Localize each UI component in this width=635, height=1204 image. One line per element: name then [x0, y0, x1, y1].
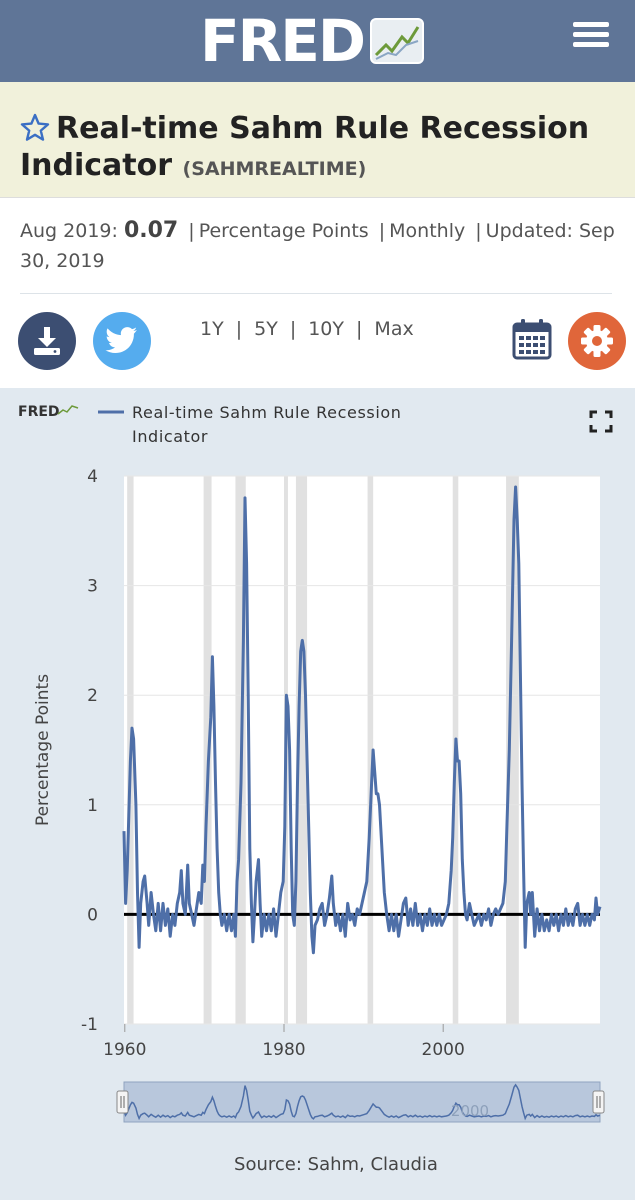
- units-label: Percentage Points: [198, 220, 369, 242]
- chart-brand-icon: [57, 405, 79, 415]
- series-title-bar: Real-time Sahm Rule Recession Indicator …: [0, 82, 635, 198]
- series-title-text: Real-time Sahm Rule Recession Indicator: [20, 111, 590, 183]
- hamburger-menu-icon[interactable]: [570, 18, 612, 52]
- y-tick-label: 3: [87, 577, 98, 597]
- x-tick-label: 1960: [103, 1040, 146, 1060]
- top-nav-bar: FRED: [0, 0, 635, 82]
- source-note: Source: Sahm, Claudia: [234, 1154, 438, 1175]
- twitter-share-button[interactable]: [93, 312, 151, 370]
- gear-icon: [581, 325, 613, 357]
- range-max[interactable]: Max: [374, 318, 414, 340]
- range-1y[interactable]: 1Y: [200, 318, 224, 340]
- chart-brand: FRED: [18, 404, 60, 420]
- y-axis-ticks: 4 3 2 1 0 -1: [81, 467, 98, 1035]
- y-tick-label: 0: [87, 905, 98, 925]
- latest-date-label: Aug 2019:: [20, 220, 118, 242]
- legend-label-line2: Indicator: [132, 427, 208, 446]
- navigator-left-handle[interactable]: [116, 1090, 129, 1114]
- trend-chart-icon: [370, 18, 425, 64]
- range-10y[interactable]: 10Y: [308, 318, 345, 340]
- chart-panel: FRED Real-time Sahm Rule Recession Indic…: [0, 388, 635, 1200]
- series-title: Real-time Sahm Rule Recession Indicator …: [20, 110, 620, 188]
- series-id: (SAHMREALTIME): [182, 158, 367, 180]
- frequency-label: Monthly: [389, 220, 466, 242]
- latest-value: 0.07: [123, 218, 179, 243]
- meta-separator: |: [475, 220, 482, 242]
- range-separator: |: [356, 318, 363, 340]
- legend-label-line1: Real-time Sahm Rule Recession: [132, 403, 402, 422]
- range-5y[interactable]: 5Y: [254, 318, 278, 340]
- plot-area: [124, 476, 600, 1024]
- navigator-right-handle[interactable]: [592, 1090, 605, 1114]
- star-icon[interactable]: [20, 113, 50, 141]
- series-line: [122, 485, 602, 955]
- series-meta: Aug 2019: 0.07 | Percentage Points | Month…: [20, 216, 620, 276]
- fullscreen-icon[interactable]: [589, 410, 613, 433]
- divider: [20, 293, 612, 294]
- y-tick-label: 2: [87, 686, 98, 706]
- x-tick-label: 2000: [422, 1040, 465, 1060]
- date-range-selector: 1Y | 5Y | 10Y | Max: [200, 318, 414, 340]
- calendar-icon[interactable]: [512, 318, 552, 360]
- meta-separator: |: [378, 220, 386, 242]
- y-tick-label: 1: [87, 796, 98, 816]
- x-tick-label: 1980: [262, 1040, 305, 1060]
- y-tick-label: 4: [87, 467, 98, 487]
- y-tick-label: -1: [81, 1015, 98, 1035]
- menu-bar-2: [573, 32, 609, 37]
- twitter-icon: [105, 327, 137, 353]
- download-button[interactable]: [18, 312, 76, 370]
- updated-label: Updated:: [485, 220, 573, 242]
- navigator-label: 2000: [451, 1102, 489, 1120]
- recession-band: [506, 476, 519, 1024]
- settings-button[interactable]: [568, 312, 626, 370]
- updated-date: Sep 30, 2019: [20, 220, 615, 272]
- download-icon: [34, 327, 60, 355]
- menu-bar-3: [573, 42, 609, 47]
- recession-band: [295, 476, 308, 1024]
- fred-logo[interactable]: FRED: [200, 6, 425, 76]
- x-axis-ticks: 1960 1980 2000: [103, 1024, 465, 1060]
- menu-bar-1: [573, 22, 609, 27]
- recession-band: [367, 476, 374, 1024]
- meta-separator: |: [188, 220, 195, 242]
- chart[interactable]: FRED Real-time Sahm Rule Recession Indic…: [0, 388, 635, 1200]
- navigator-series: [123, 1083, 601, 1121]
- y-axis-label: Percentage Points: [33, 674, 53, 826]
- range-separator: |: [235, 318, 243, 340]
- range-separator: |: [289, 318, 297, 340]
- logo-text: FRED: [200, 7, 366, 75]
